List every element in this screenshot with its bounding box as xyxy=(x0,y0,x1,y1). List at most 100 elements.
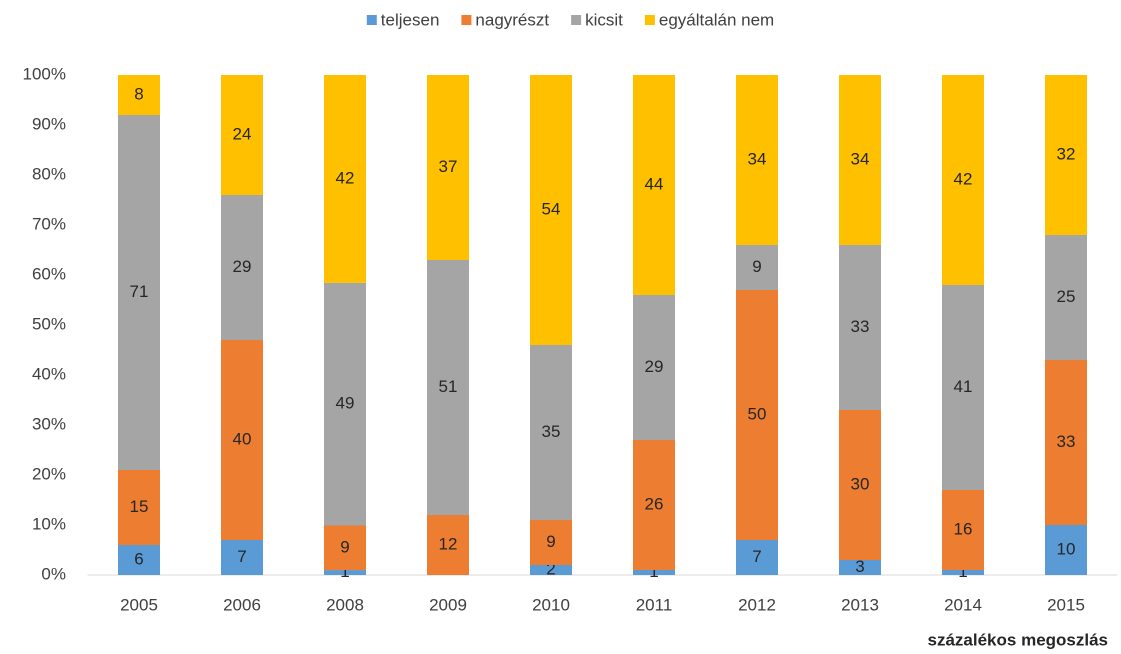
bar-segment xyxy=(1045,360,1087,525)
data-label: 8 xyxy=(134,84,143,103)
bar-segment xyxy=(530,565,572,575)
data-label: 25 xyxy=(1057,287,1076,306)
bar-segment xyxy=(324,525,366,571)
y-tick-label: 30% xyxy=(32,414,66,433)
bar-segment xyxy=(736,290,778,540)
data-label: 15 xyxy=(130,497,149,516)
data-label: 71 xyxy=(130,282,149,301)
data-label: 30 xyxy=(851,474,870,493)
data-label: 1 xyxy=(958,562,967,581)
data-label: 26 xyxy=(645,494,664,513)
x-tick-label: 2008 xyxy=(326,595,364,614)
bar-segment xyxy=(736,245,778,290)
data-label: 33 xyxy=(851,317,870,336)
data-label: 3 xyxy=(855,557,864,576)
bar-segment xyxy=(839,75,881,245)
legend-swatch xyxy=(571,15,582,25)
data-label: 32 xyxy=(1057,144,1076,163)
data-label: 29 xyxy=(233,257,252,276)
legend-swatch xyxy=(366,15,377,25)
bar-segment xyxy=(1045,75,1087,235)
data-label: 49 xyxy=(336,394,355,413)
data-label: 37 xyxy=(439,157,458,176)
legend-swatch xyxy=(461,15,472,25)
data-label: 24 xyxy=(233,124,252,143)
data-label: 34 xyxy=(851,149,870,168)
data-label: 2 xyxy=(546,559,555,578)
data-label: 7 xyxy=(237,547,246,566)
data-label: 10 xyxy=(1057,539,1076,558)
bar-segment xyxy=(324,75,366,283)
data-label: 42 xyxy=(954,169,973,188)
legend-label: kicsit xyxy=(585,10,623,29)
y-tick-label: 40% xyxy=(32,364,66,383)
data-label: 51 xyxy=(439,377,458,396)
bar-segment xyxy=(324,282,366,526)
data-label: 7 xyxy=(752,547,761,566)
x-tick-label: 2006 xyxy=(223,595,261,614)
bar-segment xyxy=(942,570,984,575)
legend-swatch xyxy=(644,15,655,25)
bar-segment xyxy=(427,75,469,260)
bar-segment xyxy=(942,75,984,285)
x-tick-label: 2009 xyxy=(429,595,467,614)
bar-segment xyxy=(942,490,984,570)
bar-segment xyxy=(118,75,160,115)
x-axis-title: százalékos megoszlás xyxy=(928,630,1108,649)
bar-segment xyxy=(427,515,469,575)
data-label: 29 xyxy=(645,357,664,376)
bar-segment xyxy=(118,470,160,545)
bar-segment xyxy=(324,570,366,575)
bar-segment xyxy=(118,545,160,575)
y-tick-label: 90% xyxy=(32,114,66,133)
bar-segment xyxy=(633,570,675,575)
data-label: 33 xyxy=(1057,432,1076,451)
data-label: 16 xyxy=(954,519,973,538)
data-label: 42 xyxy=(336,168,355,187)
x-tick-label: 2014 xyxy=(944,595,982,614)
data-label: 54 xyxy=(542,199,561,218)
bar-segment xyxy=(942,285,984,490)
bar-segment xyxy=(839,245,881,410)
bar-segment xyxy=(1045,235,1087,360)
bar-segment xyxy=(839,560,881,575)
data-label: 50 xyxy=(748,404,767,423)
bar-segment xyxy=(427,260,469,515)
y-tick-label: 20% xyxy=(32,464,66,483)
x-tick-label: 2005 xyxy=(120,595,158,614)
bar-segment xyxy=(839,410,881,560)
data-label: 44 xyxy=(645,174,664,193)
data-label: 1 xyxy=(340,562,349,581)
data-label: 9 xyxy=(546,532,555,551)
x-tick-label: 2010 xyxy=(532,595,570,614)
bar-segment xyxy=(633,440,675,570)
bar-segment xyxy=(736,75,778,245)
y-tick-label: 50% xyxy=(32,314,66,333)
y-tick-label: 0% xyxy=(41,564,66,583)
data-label: 1 xyxy=(649,562,658,581)
data-label: 35 xyxy=(542,422,561,441)
x-tick-label: 2012 xyxy=(738,595,776,614)
bar-segment xyxy=(221,75,263,195)
bar-segment xyxy=(221,195,263,340)
data-label: 9 xyxy=(752,257,761,276)
bar-segment xyxy=(530,345,572,520)
y-tick-label: 60% xyxy=(32,264,66,283)
y-tick-label: 100% xyxy=(23,64,66,83)
x-tick-label: 2011 xyxy=(636,595,673,614)
bar-segment xyxy=(1045,525,1087,575)
bar-segment xyxy=(633,295,675,440)
y-tick-label: 10% xyxy=(32,514,66,533)
y-tick-label: 70% xyxy=(32,214,66,233)
bar-segment xyxy=(221,340,263,540)
data-label: 41 xyxy=(954,377,973,396)
data-label: 34 xyxy=(748,149,767,168)
data-label: 12 xyxy=(439,534,458,553)
bar-segment xyxy=(530,75,572,345)
bar-segment xyxy=(118,115,160,470)
y-tick-label: 80% xyxy=(32,164,66,183)
data-label: 40 xyxy=(233,429,252,448)
legend-label: teljesen xyxy=(381,10,440,29)
bar-segment xyxy=(633,75,675,295)
